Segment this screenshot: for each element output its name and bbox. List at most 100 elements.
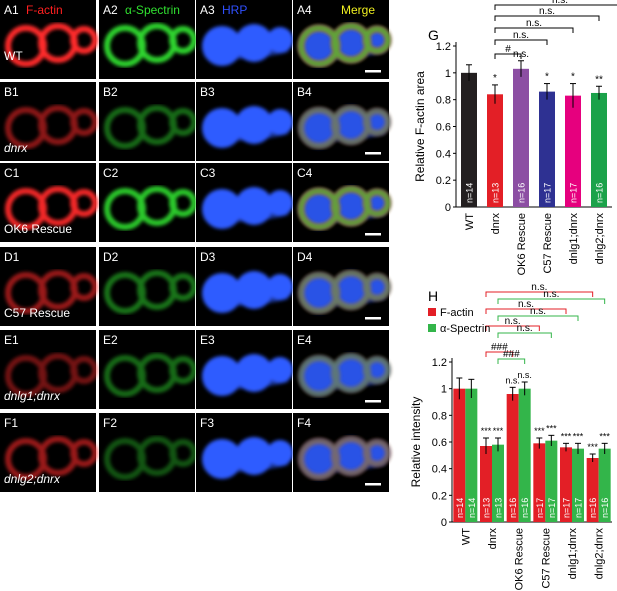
- bracket-label: n.s.: [539, 6, 555, 17]
- significance-label: ***: [493, 426, 504, 436]
- bouton-ring: [169, 108, 197, 136]
- bouton-ring: [363, 356, 391, 384]
- x-tick-label: dnlg1;dnrx: [568, 213, 580, 265]
- hrp-bouton: [267, 274, 293, 300]
- scale-bar: [365, 317, 381, 320]
- micrograph-E1: E1 dnlg1;dnrx: [0, 330, 98, 409]
- scale-bar: [365, 233, 381, 236]
- panel-id-label: D3: [200, 250, 216, 264]
- y-tick-label: 1.2: [432, 357, 447, 369]
- channel-0: [5, 270, 98, 314]
- channel-2: [202, 437, 293, 479]
- significance-bracket: [497, 358, 526, 364]
- hrp-bouton: [332, 24, 370, 62]
- panel-id-label: D4: [297, 250, 313, 264]
- micrograph-background: [0, 330, 96, 409]
- significance-bracket: [497, 298, 606, 304]
- n-label: n=17: [562, 498, 572, 518]
- significance-bracket: [485, 351, 514, 357]
- micrograph-D4: D4: [293, 247, 391, 326]
- n-label: n=13: [482, 498, 492, 518]
- hrp-bouton: [332, 187, 370, 225]
- channel-label: Merge: [341, 3, 375, 17]
- bouton-ring: [70, 189, 98, 217]
- bracket-label: #: [505, 44, 511, 55]
- x-tick-label: dnlg2;dnrx: [594, 213, 606, 265]
- panel-id-label: A3: [200, 3, 215, 17]
- micrograph-F1: F1 dnlg2;dnrx: [0, 413, 98, 492]
- n-label: n=16: [517, 183, 527, 203]
- micrograph-A1: A1 F-actin WT: [0, 0, 98, 79]
- channel-label: HRP: [222, 3, 247, 17]
- significance-label: ***: [481, 426, 492, 436]
- n-label: n=13: [494, 498, 504, 518]
- chart-panel-h: 0 0.2 0.4 0.6 0.8 1 1.2 Relative intensity WT dnr…: [409, 282, 612, 590]
- significance-bracket: [485, 308, 567, 314]
- channel-1: [104, 186, 197, 230]
- n-label: n=14: [465, 183, 475, 203]
- panel-id-label: A4: [297, 3, 312, 17]
- panel-id-label: B4: [297, 85, 312, 99]
- channel-0: [5, 23, 98, 67]
- bar: [480, 446, 492, 522]
- genotype-label: C57 Rescue: [4, 306, 70, 320]
- hrp-bouton: [202, 273, 242, 313]
- y-tick-label: 0: [441, 517, 447, 529]
- x-tick-label: dnlg2;dnrx: [594, 528, 606, 580]
- significance-label: ***: [546, 423, 557, 433]
- panel-id-label: F2: [103, 416, 117, 430]
- chart-panel-g: 0 0.2 0.4 0.6 0.8 1 1.2 Relative F-actin area WT…: [413, 0, 617, 275]
- panel-id-label: E4: [297, 333, 312, 347]
- genotype-label: dnrx: [4, 141, 28, 155]
- panel-id-label: A1: [4, 3, 19, 17]
- micrograph-D3: D3: [196, 247, 293, 326]
- significance-label: *: [571, 72, 575, 83]
- bracket-label: n.s.: [513, 30, 529, 41]
- channel-1: [104, 105, 197, 149]
- bouton-ring: [363, 439, 391, 467]
- y-tick-label: 0.2: [432, 490, 447, 502]
- micrograph-A4: A4 Merge: [293, 0, 391, 79]
- micrograph-C2: C2: [99, 163, 197, 242]
- hrp-bouton: [299, 439, 339, 479]
- legend-swatch: [428, 308, 436, 316]
- legend-label: F-actin: [440, 307, 474, 319]
- n-label: n=13: [491, 183, 501, 203]
- bar: [586, 458, 599, 522]
- x-tick-label: dnrx: [490, 213, 502, 235]
- bar: [487, 94, 503, 207]
- channel-1: [104, 270, 197, 314]
- significance-bracket: [497, 332, 552, 338]
- y-tick-label: 0.2: [436, 175, 451, 187]
- hrp-bouton: [202, 108, 242, 148]
- hrp-bouton: [332, 271, 370, 309]
- channel-2: [202, 24, 293, 66]
- x-tick-label: WT: [460, 528, 472, 545]
- scale-bar: [365, 400, 381, 403]
- bar: [533, 443, 546, 522]
- bracket-label: ###: [503, 349, 520, 360]
- n-label: n=14: [455, 498, 465, 518]
- hrp-bouton: [332, 354, 370, 392]
- micrograph-F4: F4: [293, 413, 391, 492]
- hrp-bouton: [235, 24, 273, 62]
- scale-bar: [365, 152, 381, 155]
- panel-id-label: F3: [200, 416, 214, 430]
- n-label: n=16: [588, 498, 598, 518]
- bouton-ring: [363, 189, 391, 217]
- bracket-label: n.s.: [505, 316, 521, 327]
- n-label: n=16: [520, 498, 530, 518]
- n-label: n=16: [600, 498, 610, 518]
- panel-letter: G: [428, 27, 439, 43]
- bar: [513, 68, 529, 207]
- bracket-label: n.s.: [526, 18, 542, 29]
- panel-id-label: C3: [200, 166, 216, 180]
- hrp-bouton: [299, 108, 339, 148]
- channel-1: [298, 353, 391, 397]
- significance-bracket: [494, 39, 548, 45]
- hrp-bouton: [299, 273, 339, 313]
- genotype-label: dnlg1;dnrx: [4, 389, 61, 403]
- bar: [539, 91, 555, 207]
- channel-2: [202, 354, 293, 396]
